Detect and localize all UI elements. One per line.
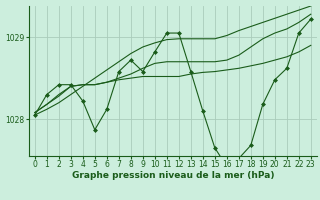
- X-axis label: Graphe pression niveau de la mer (hPa): Graphe pression niveau de la mer (hPa): [72, 171, 274, 180]
